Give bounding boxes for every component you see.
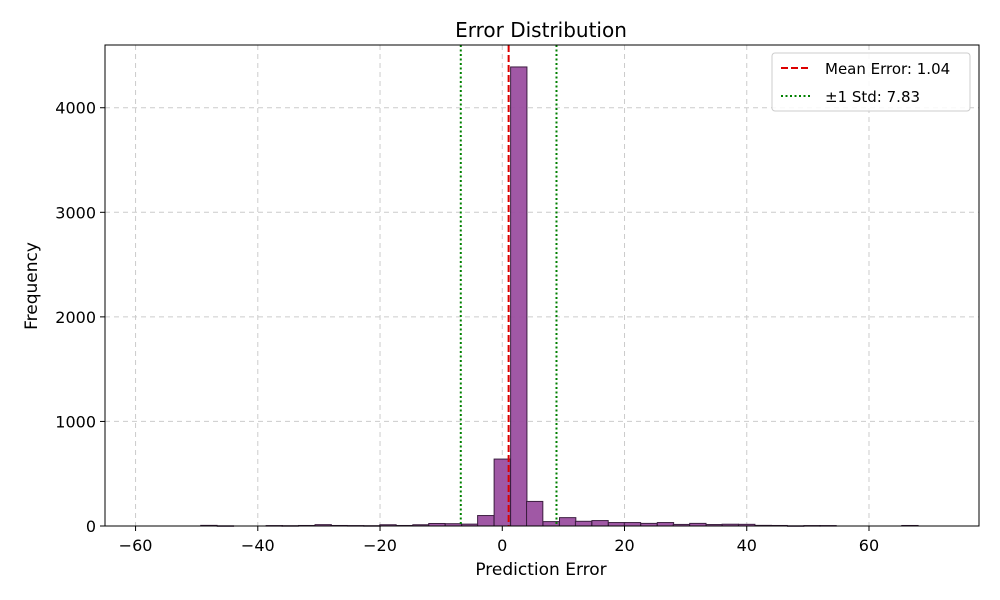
x-tick-label: −20 bbox=[363, 536, 397, 555]
y-tick-label: 1000 bbox=[55, 412, 96, 431]
x-tick-label: 20 bbox=[614, 536, 634, 555]
chart-title: Error Distribution bbox=[455, 18, 627, 42]
histogram-bar bbox=[656, 522, 675, 527]
histogram-bar bbox=[623, 522, 642, 527]
legend-std-label: ±1 Std: 7.83 bbox=[825, 88, 920, 106]
y-axis-ticks: 0 1000 2000 3000 4000 bbox=[55, 99, 105, 536]
x-tick-label: 40 bbox=[737, 536, 757, 555]
histogram-bar bbox=[477, 515, 495, 527]
legend: Mean Error: 1.04 ±1 Std: 7.83 bbox=[771, 52, 971, 112]
x-tick-label: 0 bbox=[497, 536, 507, 555]
y-tick-label: 4000 bbox=[55, 99, 96, 118]
histogram-bar bbox=[574, 520, 593, 527]
grid-lines bbox=[105, 45, 979, 527]
x-tick-label: −60 bbox=[119, 536, 153, 555]
histogram-bar bbox=[591, 520, 609, 527]
histogram-bar bbox=[526, 500, 544, 527]
legend-box bbox=[771, 52, 971, 112]
histogram-bar bbox=[510, 66, 528, 527]
legend-mean-label: Mean Error: 1.04 bbox=[825, 60, 950, 78]
reference-lines bbox=[459, 45, 558, 526]
x-tick-label: −40 bbox=[241, 536, 275, 555]
histogram-bars bbox=[200, 66, 919, 527]
plot-frame bbox=[104, 44, 980, 527]
x-axis-label: Prediction Error bbox=[475, 560, 606, 580]
y-tick-label: 3000 bbox=[55, 203, 96, 222]
y-tick-label: 0 bbox=[86, 517, 96, 536]
histogram-bar bbox=[559, 517, 577, 527]
x-axis-ticks: −60 −40 −20 0 20 40 60 bbox=[119, 526, 879, 555]
x-tick-label: 60 bbox=[859, 536, 879, 555]
y-tick-label: 2000 bbox=[55, 308, 96, 327]
histogram-bar bbox=[607, 522, 626, 527]
y-axis-label: Frequency bbox=[22, 242, 42, 330]
